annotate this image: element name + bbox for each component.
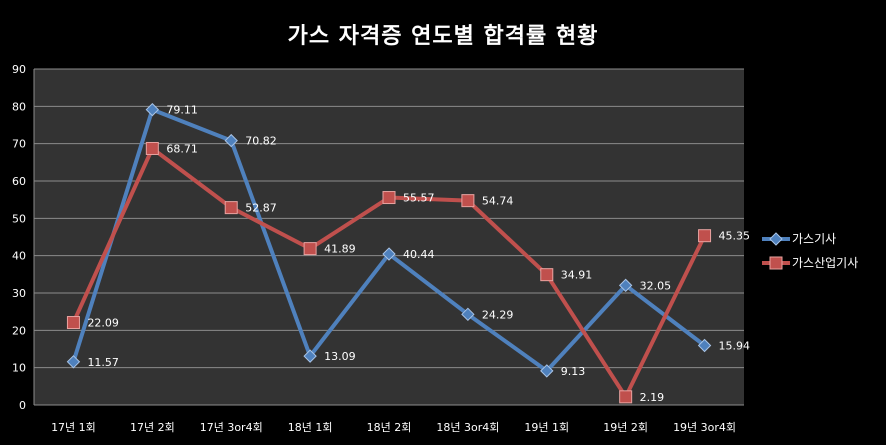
y-tick-label: 80 xyxy=(12,100,26,113)
y-tick-label: 40 xyxy=(12,250,26,263)
data-label: 79.11 xyxy=(166,104,198,117)
data-label: 54.74 xyxy=(482,195,514,208)
x-tick-label: 18년 3or4회 xyxy=(436,421,499,434)
x-tick-label: 19년 2회 xyxy=(603,421,648,434)
plot-area xyxy=(34,69,744,405)
y-tick-label: 50 xyxy=(12,212,26,225)
legend-label: 가스산업기사 xyxy=(792,256,858,270)
data-label: 22.09 xyxy=(87,317,119,330)
x-tick-label: 17년 2회 xyxy=(130,421,175,434)
y-tick-label: 70 xyxy=(12,138,26,151)
y-axis-ticks: 0 10 20 30 40 50 60 70 80 90 xyxy=(12,63,26,412)
data-label: 32.05 xyxy=(640,279,672,292)
data-label: 9.13 xyxy=(561,365,586,378)
data-label: 68.71 xyxy=(166,142,198,155)
y-tick-label: 20 xyxy=(12,324,26,337)
data-label: 11.57 xyxy=(87,356,119,369)
data-point-square xyxy=(224,201,238,215)
data-point-square xyxy=(382,191,396,205)
data-label: 70.82 xyxy=(245,135,277,148)
data-point-diamond xyxy=(618,278,633,293)
x-tick-label: 18년 2회 xyxy=(367,421,412,434)
data-label: 45.35 xyxy=(719,230,751,243)
data-label: 24.29 xyxy=(482,308,514,321)
y-tick-label: 10 xyxy=(12,362,26,375)
y-tick-label: 30 xyxy=(12,287,26,300)
y-tick-label: 90 xyxy=(12,63,26,76)
x-axis-ticks: 17년 1회 17년 2회 17년 3or4회 18년 1회 18년 2회 18년 3or… xyxy=(51,421,736,434)
chart-title: 가스 자격증 연도별 합격률 현황 xyxy=(287,24,599,49)
x-tick-label: 17년 3or4회 xyxy=(200,421,263,434)
data-label: 34.91 xyxy=(561,269,593,282)
data-label: 55.57 xyxy=(403,192,435,205)
legend-label: 가스기사 xyxy=(792,232,836,246)
y-tick-label: 60 xyxy=(12,175,26,188)
data-point-square xyxy=(698,229,712,243)
data-label: 52.87 xyxy=(245,202,277,215)
series-markers-1 xyxy=(66,141,712,404)
x-tick-label: 18년 1회 xyxy=(288,421,333,434)
data-point-diamond xyxy=(769,232,783,246)
data-point-square xyxy=(769,256,783,270)
legend-item: 가스기사 xyxy=(762,232,836,246)
y-tick-label: 0 xyxy=(19,399,26,412)
series-layer xyxy=(66,102,712,404)
series-markers-0 xyxy=(66,102,712,378)
data-point-square xyxy=(619,390,633,404)
data-label: 2.19 xyxy=(640,391,665,404)
data-label: 13.09 xyxy=(324,350,356,363)
data-point-square xyxy=(145,141,159,155)
x-tick-label: 17년 1회 xyxy=(51,421,96,434)
x-tick-label: 19년 3or4회 xyxy=(673,421,736,434)
data-point-diamond xyxy=(224,133,238,148)
data-point-diamond xyxy=(697,338,712,353)
x-tick-label: 19년 1회 xyxy=(524,421,569,434)
data-labels: 11.57 79.11 70.82 13.09 40.44 24.29 9.13 32.05 1… xyxy=(87,104,750,404)
data-point-diamond xyxy=(382,247,396,261)
data-point-diamond xyxy=(540,364,554,378)
data-point-square xyxy=(66,316,80,330)
data-label: 15.94 xyxy=(719,339,751,352)
data-point-square xyxy=(461,194,475,208)
data-point-square xyxy=(540,268,554,282)
data-point-square xyxy=(303,242,317,256)
data-label: 40.44 xyxy=(403,248,435,261)
legend-item: 가스산업기사 xyxy=(762,256,858,270)
data-point-diamond xyxy=(66,355,81,369)
data-point-diamond xyxy=(145,102,160,117)
data-point-diamond xyxy=(303,349,317,363)
data-point-diamond xyxy=(461,307,475,322)
data-label: 41.89 xyxy=(324,243,356,256)
